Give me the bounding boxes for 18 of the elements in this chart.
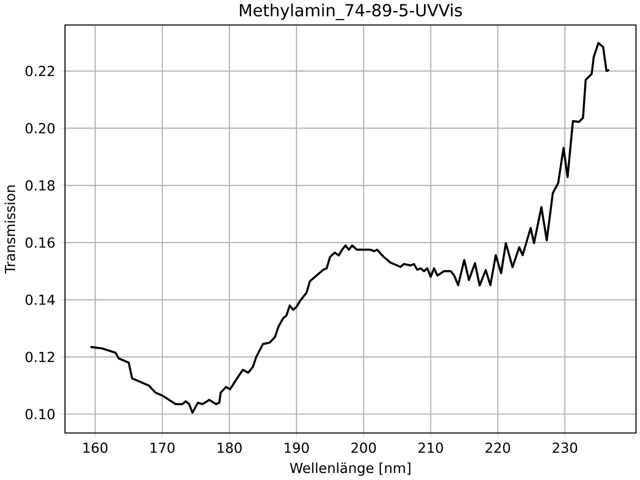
x-tick-label: 190 (284, 442, 309, 453)
x-tick-label: 160 (84, 442, 108, 453)
x-tick-label: 220 (486, 442, 510, 453)
y-tick-label: 0.10 (26, 408, 55, 420)
y-tick-label: 0.16 (26, 237, 55, 248)
x-tick-label: 210 (418, 442, 443, 453)
chart-title: Methylamin_74-89-5-UVVis (240, 4, 462, 20)
x-axis-title: Wellenlänge [nm] (290, 462, 410, 476)
y-tick-label: 0.14 (26, 294, 55, 305)
x-tick-label: 200 (351, 442, 376, 453)
x-tick-label: 170 (150, 442, 175, 453)
x-tick-label: 180 (218, 442, 242, 453)
y-tick-label: 0.22 (26, 66, 54, 76)
y-tick-label: 0.12 (26, 352, 54, 362)
x-tick-label: 230 (552, 442, 578, 453)
y-tick-label: 0.18 (26, 180, 54, 191)
y-tick-label: 0.20 (26, 122, 55, 134)
y-axis-title: Transmission (4, 186, 16, 274)
